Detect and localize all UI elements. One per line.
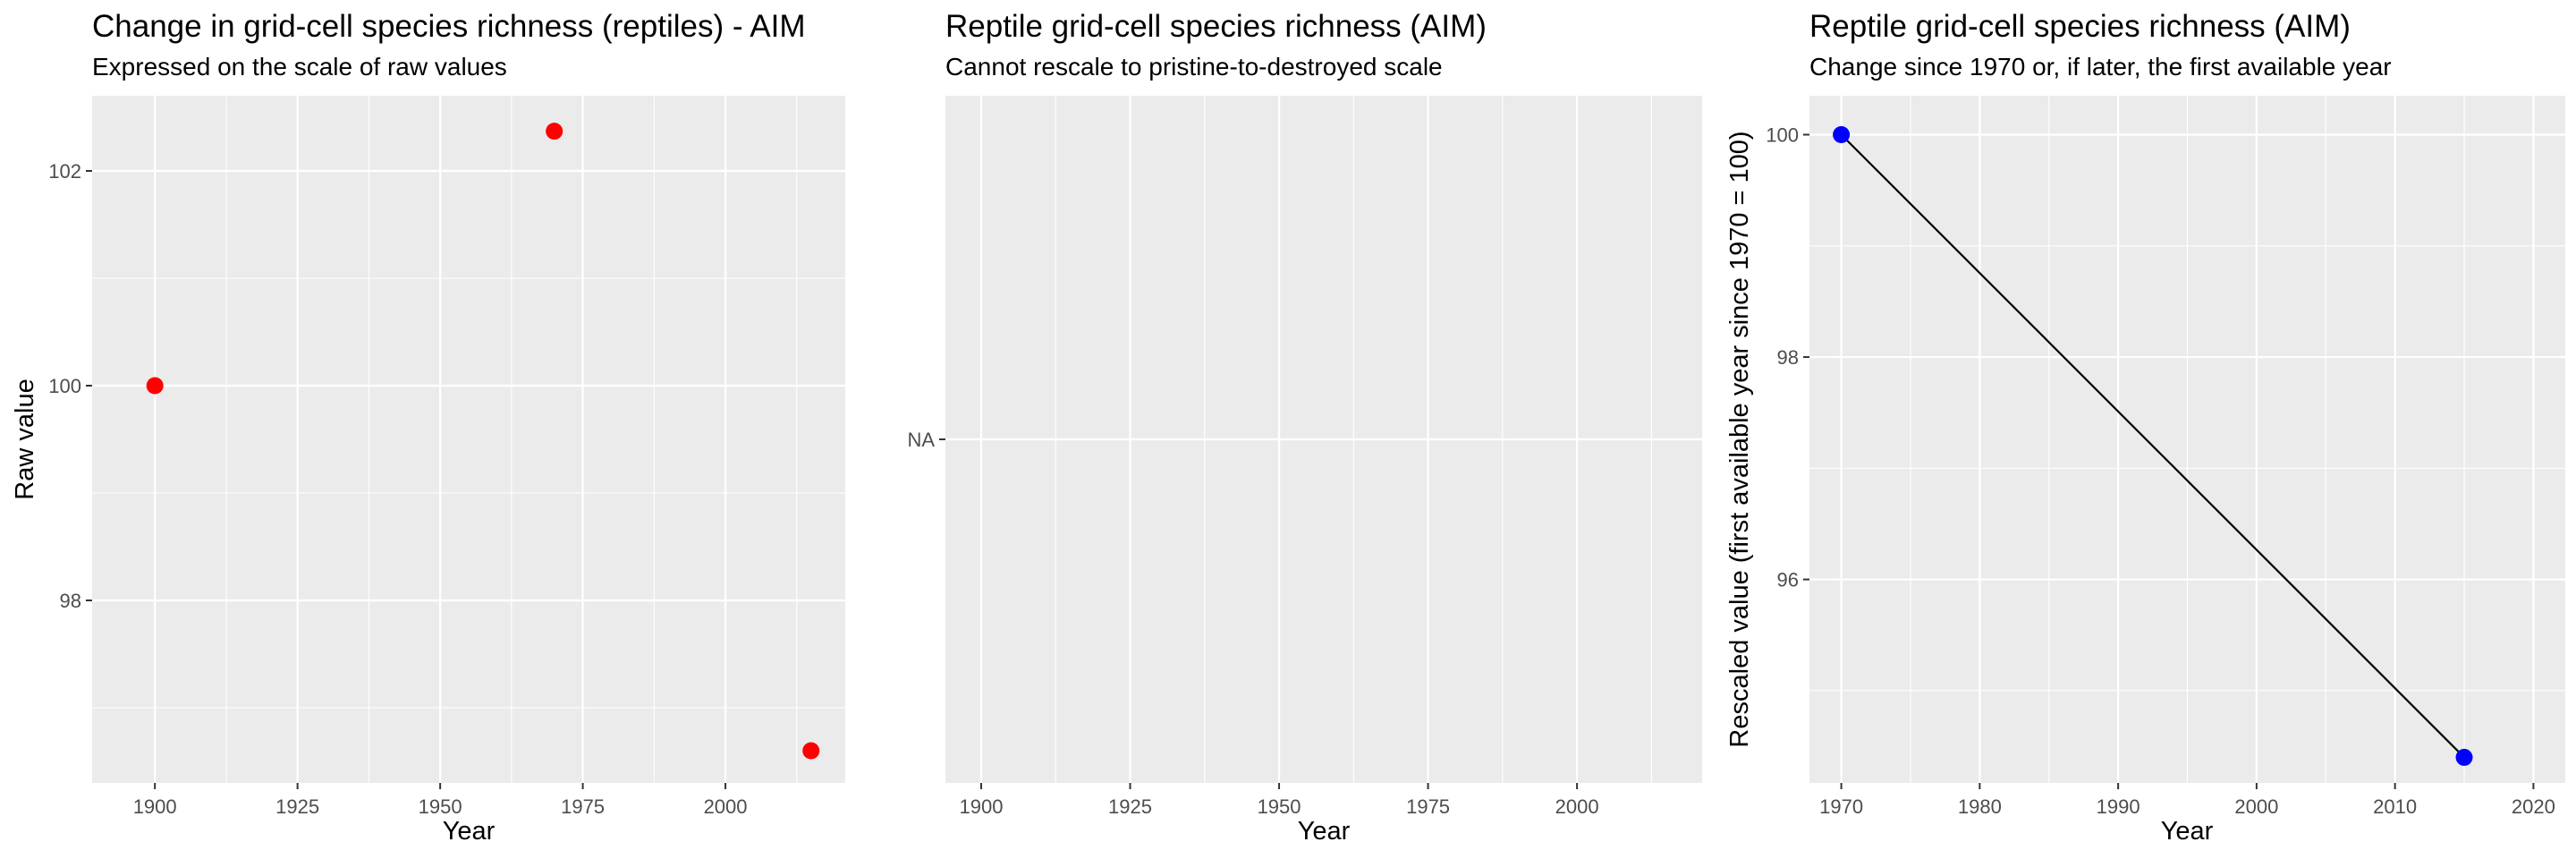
series-line (1840, 133, 2465, 759)
x-tick-label: 1950 (419, 795, 462, 818)
y-tick-label-na: NA (907, 429, 935, 451)
x-tick-label: 1975 (1406, 795, 1450, 818)
y-tick-label: 102 (48, 160, 81, 183)
panel-3-title: Reptile grid-cell species richness (AIM) (1809, 9, 2351, 44)
panel-2-title: Reptile grid-cell species richness (AIM) (945, 9, 1487, 44)
panel-1-axis-ticks: 98 100 102 1900 1925 1950 1975 2000 (48, 160, 747, 818)
y-tick-label: 96 (1777, 569, 1799, 591)
x-tick-label: 1925 (1108, 795, 1152, 818)
panel-2-x-axis-label: Year (1298, 817, 1351, 846)
panel-3-axis-ticks: 96 98 100 1970 1980 1990 2000 2010 2020 (1766, 123, 2555, 818)
panel-1-x-axis-label: Year (443, 817, 496, 846)
x-tick-label: 2010 (2373, 795, 2417, 818)
x-tick-label: 2000 (704, 795, 748, 818)
panel-2-subtitle: Cannot rescale to pristine-to-destroyed … (945, 53, 1443, 81)
data-point (802, 742, 820, 760)
x-tick-label: 1970 (1819, 795, 1863, 818)
data-point (546, 123, 564, 140)
panel-3-gridlines (1809, 96, 2565, 783)
panel-2-gridlines (945, 96, 1702, 783)
panel-raw-values: Change in grid-cell species richness (re… (11, 9, 845, 846)
y-tick-label: 100 (48, 375, 81, 397)
x-tick-label: 1950 (1258, 795, 1301, 818)
panel-3-data-marks (1833, 125, 2473, 766)
panel-1-gridlines (92, 96, 845, 783)
y-tick-label: 98 (1777, 346, 1799, 369)
data-point (146, 377, 164, 395)
panel-3-x-axis-label: Year (2161, 817, 2214, 846)
panel-2-axis-ticks: NA 1900 1925 1950 1975 2000 (907, 429, 1598, 818)
panel-1-plot-background (92, 96, 845, 783)
x-tick-label: 1975 (561, 795, 605, 818)
panel-1-y-axis-label: Raw value (11, 378, 39, 499)
panel-3-subtitle: Change since 1970 or, if later, the firs… (1809, 53, 2392, 81)
panel-1-title: Change in grid-cell species richness (re… (92, 9, 806, 44)
x-tick-label: 2000 (1555, 795, 1599, 818)
y-tick-label: 100 (1766, 123, 1799, 146)
x-tick-label: 1900 (133, 795, 177, 818)
x-tick-label: 1900 (959, 795, 1003, 818)
panel-1-data-marks (146, 123, 820, 760)
panel-1-subtitle: Expressed on the scale of raw values (92, 53, 507, 81)
y-tick-label: 98 (60, 590, 81, 612)
panel-cannot-rescale: Reptile grid-cell species richness (AIM)… (907, 9, 1702, 846)
panel-rescaled-since-1970: Reptile grid-cell species richness (AIM)… (1725, 9, 2565, 846)
x-tick-label: 1980 (1958, 795, 2002, 818)
data-point (1833, 125, 1851, 143)
panel-3-y-axis-label: Rescaled value (first available year sin… (1725, 131, 1754, 747)
x-tick-label: 1990 (2097, 795, 2140, 818)
x-tick-label: 1925 (275, 795, 319, 818)
x-tick-label: 2020 (2512, 795, 2555, 818)
x-tick-label: 2000 (2234, 795, 2278, 818)
data-point (2455, 748, 2473, 766)
